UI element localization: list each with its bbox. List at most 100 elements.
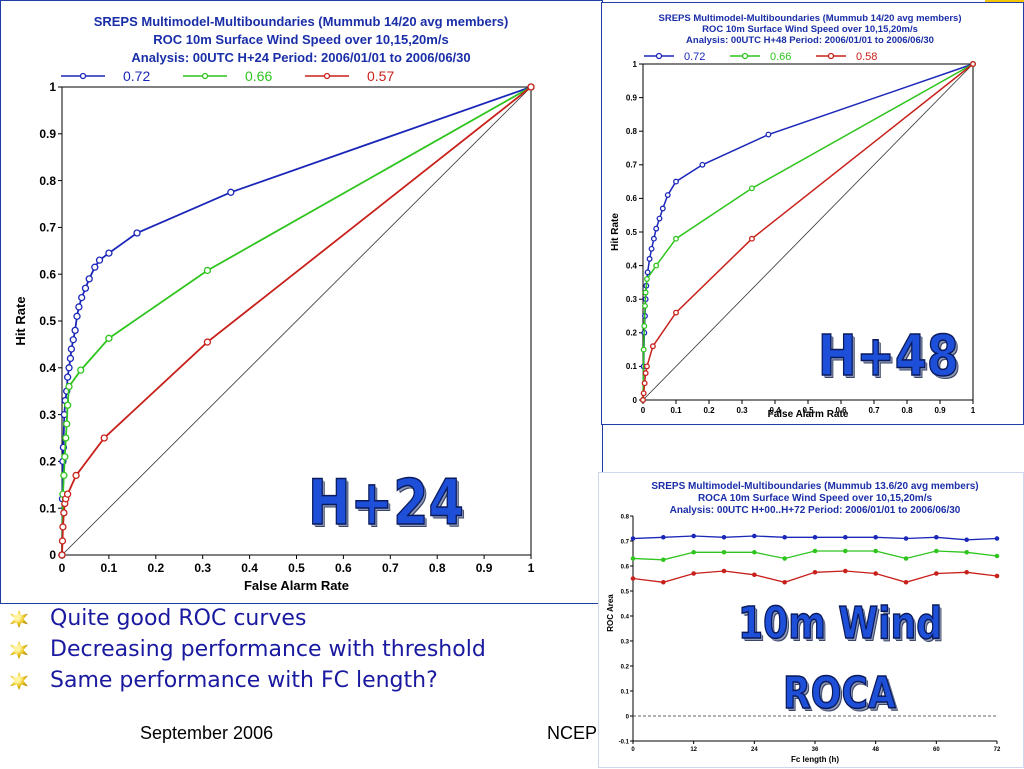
legend-marker bbox=[741, 52, 749, 60]
data-point bbox=[994, 553, 1000, 559]
x-tick-label: 24 bbox=[751, 747, 758, 753]
data-point bbox=[873, 571, 878, 576]
data-point bbox=[752, 572, 757, 578]
y-tick-label: 0.2 bbox=[621, 665, 630, 671]
data-point bbox=[661, 557, 666, 563]
data-point bbox=[100, 434, 108, 442]
data-point bbox=[60, 471, 68, 480]
data-point bbox=[81, 284, 90, 292]
star-bullet-icon bbox=[10, 610, 28, 628]
data-point bbox=[63, 420, 71, 428]
y-axis-label: ROC Area bbox=[606, 594, 615, 632]
x-tick-label: 60 bbox=[933, 747, 940, 753]
legend-marker bbox=[655, 52, 663, 60]
data-point bbox=[873, 534, 878, 540]
data-point bbox=[63, 373, 72, 381]
x-tick-label: 0.4 bbox=[769, 406, 781, 415]
x-tick-label: 0.1 bbox=[101, 561, 118, 575]
roca-chart: SREPS Multimodel-Multiboundaries (Mummub… bbox=[606, 481, 1001, 764]
data-point bbox=[664, 192, 671, 198]
data-point bbox=[203, 338, 212, 346]
chart-title-line: Analysis: 00UTC H+00..H+72 Period: 2006/… bbox=[670, 505, 961, 516]
data-point bbox=[630, 556, 636, 561]
y-tick-label: 0.1 bbox=[39, 501, 56, 515]
data-point bbox=[748, 185, 755, 192]
x-tick-label: 0.8 bbox=[429, 561, 446, 575]
data-point bbox=[653, 225, 660, 232]
data-point bbox=[95, 256, 104, 264]
data-point bbox=[641, 323, 648, 330]
bullet-item: Quite good ROC curves bbox=[10, 603, 486, 634]
roc-h48-panel: SREPS Multimodel-Multiboundaries (Mummub… bbox=[601, 2, 1024, 425]
data-point bbox=[640, 397, 646, 403]
data-point bbox=[640, 390, 647, 397]
x-tick-label: 1 bbox=[971, 406, 976, 415]
data-point bbox=[644, 363, 650, 370]
data-point bbox=[65, 364, 73, 372]
data-point bbox=[964, 537, 969, 543]
data-point bbox=[650, 235, 657, 242]
x-tick-label: 0.7 bbox=[868, 406, 880, 415]
data-point bbox=[843, 548, 848, 554]
y-tick-label: 0.7 bbox=[626, 161, 638, 170]
data-point bbox=[58, 537, 67, 545]
data-point bbox=[782, 556, 787, 561]
x-tick-label: 72 bbox=[994, 747, 1001, 753]
data-point bbox=[765, 131, 772, 138]
y-tick-label: 0.4 bbox=[626, 261, 638, 270]
y-tick-label: 0.4 bbox=[39, 361, 56, 375]
data-point bbox=[673, 178, 679, 185]
data-point bbox=[934, 534, 939, 540]
roc-h48-chart: SREPS Multimodel-Multiboundaries (Mummub… bbox=[610, 13, 976, 420]
roc-h24-panel: SREPS Multimodel-Multiboundaries (Mummub… bbox=[0, 0, 603, 604]
data-point bbox=[659, 205, 666, 212]
y-tick-label: 0.5 bbox=[626, 228, 638, 237]
data-point bbox=[812, 534, 818, 540]
y-tick-label: 1 bbox=[49, 80, 56, 94]
x-tick-label: 0 bbox=[631, 747, 635, 753]
footer-date: September 2006 bbox=[140, 723, 274, 743]
roc-h24-chart: SREPS Multimodel-Multiboundaries (Mummub… bbox=[13, 14, 535, 593]
x-tick-label: 12 bbox=[690, 747, 697, 753]
legend-marker bbox=[827, 52, 835, 60]
data-point bbox=[66, 354, 75, 363]
chart-title-line: Analysis: 00UTC H+48 Period: 2006/01/01 … bbox=[686, 35, 934, 46]
x-tick-label: 0.9 bbox=[934, 406, 946, 415]
x-axis-label: Fc length (h) bbox=[791, 755, 839, 764]
data-point bbox=[72, 471, 80, 480]
star-bullet-icon bbox=[10, 672, 28, 690]
data-point bbox=[78, 293, 86, 302]
data-point bbox=[653, 262, 660, 269]
legend-label: 0.72 bbox=[684, 51, 705, 63]
data-point bbox=[641, 380, 648, 387]
y-tick-label: 0.9 bbox=[39, 127, 56, 141]
y-tick-label: 1 bbox=[633, 60, 638, 69]
data-point bbox=[721, 534, 727, 540]
data-point bbox=[642, 370, 649, 377]
y-tick-label: 0 bbox=[626, 715, 630, 721]
star-bullet-icon bbox=[10, 641, 28, 659]
data-point bbox=[752, 549, 757, 555]
y-tick-label: 0.8 bbox=[621, 515, 630, 521]
data-point bbox=[782, 579, 787, 585]
data-point bbox=[105, 334, 113, 342]
bullet-item: Decreasing performance with threshold bbox=[10, 634, 486, 665]
chart-title-line: ROCA 10m Surface Wind Speed over 10,15,2… bbox=[698, 493, 933, 504]
x-tick-label: 0 bbox=[641, 406, 646, 415]
y-tick-label: 0.5 bbox=[39, 314, 56, 328]
chart-title-line: Analysis: 00UTC H+24 Period: 2006/01/01 … bbox=[131, 50, 470, 65]
data-point bbox=[630, 576, 636, 581]
y-tick-label: 0.2 bbox=[626, 329, 638, 338]
data-point bbox=[63, 490, 72, 498]
data-point bbox=[843, 534, 848, 540]
data-point bbox=[964, 549, 969, 555]
data-point bbox=[60, 509, 68, 517]
data-point bbox=[903, 536, 909, 541]
data-point bbox=[62, 434, 70, 442]
data-point bbox=[71, 326, 79, 335]
data-point bbox=[934, 548, 939, 554]
data-point bbox=[75, 303, 83, 311]
x-tick-label: 1 bbox=[528, 561, 535, 575]
diagonal-reference-line bbox=[61, 86, 532, 556]
data-point bbox=[691, 571, 696, 576]
